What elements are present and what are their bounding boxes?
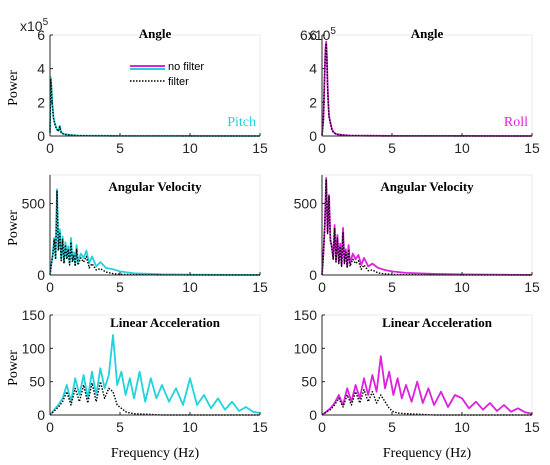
y-tick-label: 4 — [37, 61, 45, 77]
legend-label-no-filter: no filter — [168, 61, 204, 73]
x-tick-label: 15 — [252, 279, 268, 295]
y-tick-label: 50 — [29, 374, 45, 390]
x-tick-label: 5 — [116, 140, 124, 156]
legend-label-filter: filter — [168, 76, 189, 88]
x-tick-label: 0 — [318, 419, 326, 435]
series-line-no-filter — [321, 176, 533, 276]
y-tick-label: 6 — [309, 27, 317, 43]
x-tick-label: 15 — [524, 419, 540, 435]
x-tick-label: 10 — [182, 140, 198, 156]
y-tick-label: 500 — [22, 196, 46, 212]
y-tick-label: 150 — [294, 307, 318, 323]
plot-area — [49, 314, 261, 416]
x-tick-label: 10 — [454, 279, 470, 295]
series-line-no-filter — [49, 334, 261, 416]
chart-p2: 0 5 10 15 0 2 4 6 — [309, 27, 540, 156]
panel-title: Angular Velocity — [380, 179, 474, 194]
y-tick-label: 50 — [301, 374, 317, 390]
y-tick-label: 100 — [22, 340, 46, 356]
x-tick-label: 10 — [454, 140, 470, 156]
y-axis-multiplier: x105 — [20, 17, 49, 34]
y-axis-label: Power — [6, 210, 21, 246]
y-axis-multiplier: 6x105 — [300, 26, 336, 43]
x-tick-label: 0 — [46, 419, 54, 435]
x-tick-label: 0 — [318, 279, 326, 295]
x-tick-label: 5 — [116, 419, 124, 435]
x-axis-label: Frequency (Hz) — [383, 446, 472, 461]
x-tick-label: 10 — [454, 419, 470, 435]
chart-p4: 0 5 10 15 0 500 — [294, 175, 540, 295]
series-line-filter — [321, 178, 532, 276]
panel-annotation: Roll — [504, 115, 528, 130]
plot-area — [321, 34, 533, 137]
plot-area — [321, 314, 533, 416]
y-tick-label: 4 — [309, 61, 317, 77]
panel-title: Angle — [411, 26, 444, 41]
x-tick-label: 5 — [116, 279, 124, 295]
y-tick-label: 2 — [309, 94, 317, 110]
series-line-no-filter — [321, 355, 533, 416]
chart-p1: 0 5 10 15 0 2 4 6 — [37, 27, 268, 156]
y-tick-label: 0 — [37, 128, 45, 144]
y-tick-label: 0 — [309, 407, 317, 423]
x-tick-label: 0 — [318, 140, 326, 156]
x-tick-label: 5 — [388, 279, 396, 295]
y-tick-label: 6 — [37, 27, 45, 43]
panel-title: Linear Acceleration — [382, 315, 493, 330]
x-tick-label: 15 — [252, 419, 268, 435]
x-tick-label: 15 — [252, 140, 268, 156]
panel-title: Linear Acceleration — [110, 315, 221, 330]
y-tick-label: 2 — [37, 94, 45, 110]
x-axis-label: Frequency (Hz) — [111, 446, 200, 461]
y-tick-label: 150 — [22, 307, 46, 323]
x-tick-label: 5 — [388, 419, 396, 435]
y-tick-label: 0 — [309, 267, 317, 283]
y-tick-label: 100 — [294, 340, 318, 356]
panel-linear-acceleration-roll: Linear Acceleration Frequency (Hz) — [321, 314, 533, 461]
plot-area — [49, 34, 261, 137]
y-tick-label: 0 — [37, 407, 45, 423]
x-tick-label: 5 — [388, 140, 396, 156]
panel-linear-acceleration-pitch: Linear Acceleration Power Frequency (Hz) — [6, 314, 261, 461]
y-tick-label: 0 — [309, 128, 317, 144]
y-tick-label: 500 — [294, 196, 318, 212]
panel-angular-velocity-pitch: Angular Velocity Power — [6, 174, 261, 276]
panel-angle-pitch: Angle Power x105 no filter filter Pitch — [6, 17, 261, 137]
x-tick-label: 0 — [46, 140, 54, 156]
panel-title: Angle — [139, 26, 172, 41]
x-tick-label: 0 — [46, 279, 54, 295]
panel-angle-roll: Angle 6x105 Roll — [300, 26, 533, 137]
chart-p3: 0 5 10 15 0 500 — [22, 175, 268, 295]
y-axis-label: Power — [6, 350, 21, 386]
panel-title: Angular Velocity — [108, 179, 202, 194]
series-line-filter — [321, 389, 532, 416]
y-tick-label: 0 — [37, 267, 45, 283]
panel-annotation: Pitch — [227, 115, 256, 130]
y-axis-label: Power — [6, 70, 21, 106]
x-tick-label: 10 — [182, 419, 198, 435]
x-tick-label: 15 — [524, 140, 540, 156]
x-tick-label: 10 — [182, 279, 198, 295]
x-tick-label: 15 — [524, 279, 540, 295]
legend: no filter filter — [130, 61, 204, 88]
